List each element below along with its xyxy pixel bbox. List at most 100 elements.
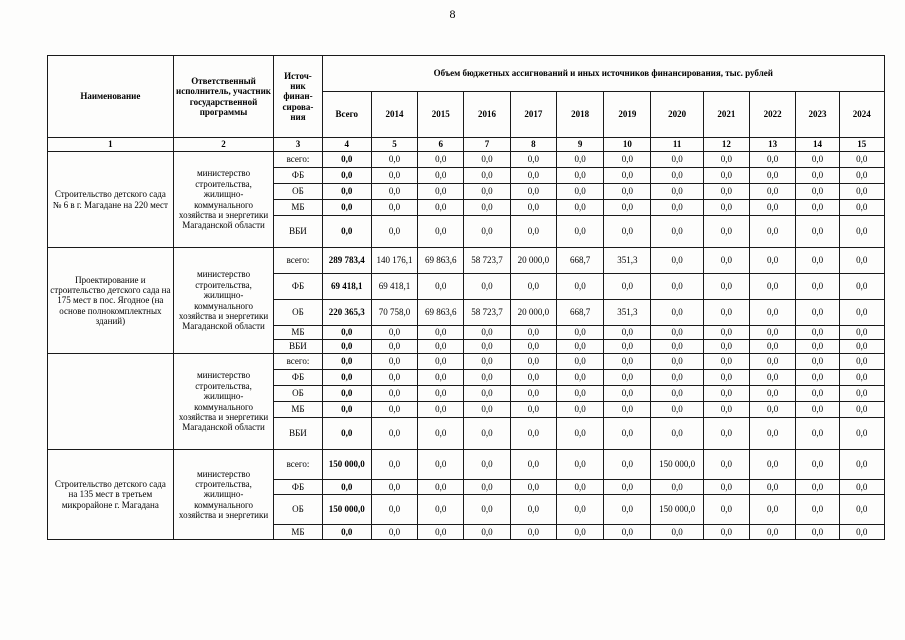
value-year-cell: 0,0: [838, 151, 886, 168]
value-year-cell: 668,7: [555, 247, 605, 274]
value-year-cell: 0,0: [463, 524, 511, 540]
header-years-row: Всего 2014 2015 2016 2017 2018 2019 2020 2021 202…: [48, 91, 886, 138]
value-year-cell: 0,0: [650, 479, 704, 495]
table-row: ФБ 69 418,1 69 418,1 0,0 0,0 0,0 0,0 0,0 0,0 0,0 0…: [48, 273, 886, 300]
header-col-year: 2021: [702, 91, 751, 138]
value-year-cell: 0,0: [702, 524, 751, 540]
budget-table: Наименование Ответственный исполнитель, …: [47, 55, 886, 540]
value-year-cell: 0,0: [749, 417, 797, 450]
header-col-number: 5: [370, 137, 419, 152]
header-col-year: 2016: [463, 91, 511, 138]
value-year-cell: 0,0: [555, 151, 605, 168]
value-year-cell: 0,0: [702, 369, 751, 386]
value-year-cell: 0,0: [370, 199, 419, 216]
value-year-cell: 0,0: [702, 215, 751, 248]
value-year-cell: 140 176,1: [370, 247, 419, 274]
funding-source-cell: МБ: [273, 325, 323, 340]
value-year-cell: 0,0: [749, 479, 797, 495]
value-year-cell: 0,0: [702, 299, 751, 326]
value-year-cell: 0,0: [603, 524, 652, 540]
value-year-cell: 0,0: [370, 479, 419, 495]
table-row: ОБ 0,0 0,0 0,0 0,0 0,0 0,0 0,0 0,0 0,0 0,0 0,0 0,0: [48, 385, 886, 402]
value-year-cell: 0,0: [749, 524, 797, 540]
value-total-cell: 150 000,0: [321, 449, 372, 480]
value-year-cell: 0,0: [463, 183, 511, 200]
value-year-cell: 150 000,0: [650, 494, 704, 525]
funding-source-cell: всего:: [273, 449, 323, 480]
funding-source-cell: ФБ: [273, 369, 323, 386]
page-number: 8: [449, 7, 456, 21]
program-name-cell: [47, 353, 174, 450]
executor-cell: министерство строительства, жилищно-комм…: [172, 151, 275, 248]
value-year-cell: 0,0: [749, 215, 797, 248]
table-row: Строительство детского сада № 6 в г. Маг…: [47, 151, 886, 248]
value-year-cell: 0,0: [795, 325, 840, 340]
table-row: Проектирование и строительство детского …: [47, 247, 886, 354]
table-row: министерство строительства, жилищно-комм…: [47, 353, 886, 450]
funding-source-cell: МБ: [273, 199, 323, 216]
value-year-cell: 0,0: [555, 369, 605, 386]
header-col-year: 2023: [795, 91, 840, 138]
header-col-year: 2024: [838, 91, 886, 138]
value-year-cell: 0,0: [650, 299, 704, 326]
header-col-number: 14: [795, 137, 840, 152]
value-year-cell: 0,0: [795, 199, 840, 216]
value-year-cell: 0,0: [603, 417, 652, 450]
value-year-cell: 0,0: [603, 151, 652, 168]
value-year-cell: 0,0: [749, 449, 797, 480]
value-year-cell: 0,0: [650, 183, 704, 200]
value-year-cell: 0,0: [650, 325, 704, 340]
value-year-cell: 0,0: [650, 151, 704, 168]
value-year-cell: 0,0: [702, 151, 751, 168]
value-year-cell: 20 000,0: [509, 247, 557, 274]
value-total-cell: 0,0: [321, 417, 372, 450]
value-total-cell: 0,0: [321, 183, 372, 200]
value-year-cell: 0,0: [838, 325, 886, 340]
value-year-cell: 0,0: [795, 385, 840, 402]
value-total-cell: 150 000,0: [321, 494, 372, 525]
header-col-number: 15: [838, 137, 886, 152]
value-year-cell: 0,0: [702, 479, 751, 495]
value-year-cell: 0,0: [838, 199, 886, 216]
value-year-cell: 0,0: [838, 273, 886, 300]
value-year-cell: 0,0: [603, 353, 652, 370]
executor-cell: министерство строительства, жилищно-комм…: [172, 449, 275, 540]
value-year-cell: 0,0: [795, 339, 840, 354]
value-year-cell: 0,0: [463, 417, 511, 450]
table-body: Строительство детского сада № 6 в г. Маг…: [47, 151, 886, 540]
value-total-cell: 0,0: [321, 524, 372, 540]
table-row: ВБИ 0,0 0,0 0,0 0,0 0,0 0,0 0,0 0,0 0,0 0,0 0,0 0,0: [48, 339, 886, 354]
header-col-year: 2022: [749, 91, 797, 138]
value-year-cell: 0,0: [702, 325, 751, 340]
value-year-cell: 0,0: [650, 273, 704, 300]
funding-source-cell: ОБ: [273, 385, 323, 402]
value-year-cell: 0,0: [795, 183, 840, 200]
value-year-cell: 0,0: [749, 339, 797, 354]
header-col-year: 2019: [603, 91, 652, 138]
value-year-cell: 0,0: [509, 401, 557, 418]
value-year-cell: 0,0: [795, 417, 840, 450]
value-year-cell: 0,0: [463, 494, 511, 525]
value-year-cell: 0,0: [417, 449, 465, 480]
table-row: ОБ 0,0 0,0 0,0 0,0 0,0 0,0 0,0 0,0 0,0 0,0 0,0 0,0: [48, 183, 886, 200]
value-year-cell: 0,0: [795, 151, 840, 168]
program-name-cell: Строительство детского сада на 135 мест …: [47, 449, 174, 540]
value-total-cell: 220 365,3: [321, 299, 372, 326]
value-total-cell: 69 418,1: [321, 273, 372, 300]
value-year-cell: 0,0: [417, 151, 465, 168]
executor-cell: министерство строительства, жилищно-комм…: [172, 247, 275, 354]
header-col-number: 8: [509, 137, 557, 152]
value-year-cell: 0,0: [702, 273, 751, 300]
value-year-cell: 0,0: [370, 167, 419, 184]
value-year-cell: 0,0: [509, 369, 557, 386]
header-name: Наименование: [47, 55, 174, 138]
value-year-cell: 0,0: [749, 247, 797, 274]
value-year-cell: 0,0: [838, 183, 886, 200]
value-year-cell: 0,0: [509, 199, 557, 216]
value-year-cell: 668,7: [555, 299, 605, 326]
value-year-cell: 0,0: [555, 215, 605, 248]
funding-source-cell: всего:: [273, 151, 323, 168]
value-year-cell: 0,0: [555, 417, 605, 450]
value-year-cell: 0,0: [749, 167, 797, 184]
table-row: ВБИ 0,0 0,0 0,0 0,0 0,0 0,0 0,0 0,0 0,0 0,0 0,0 0,0: [48, 417, 886, 450]
